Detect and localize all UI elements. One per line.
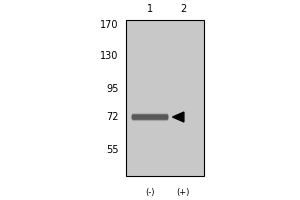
Text: 130: 130: [100, 51, 118, 61]
Text: 72: 72: [106, 112, 118, 122]
Bar: [126, 20, 204, 176]
Polygon shape: [172, 112, 184, 122]
Text: 1: 1: [147, 4, 153, 14]
Text: 2: 2: [180, 4, 186, 14]
Text: (+): (+): [176, 188, 190, 196]
Text: 55: 55: [106, 145, 118, 155]
Text: 170: 170: [100, 20, 118, 30]
Text: (-): (-): [145, 188, 155, 196]
Text: 95: 95: [106, 84, 118, 94]
